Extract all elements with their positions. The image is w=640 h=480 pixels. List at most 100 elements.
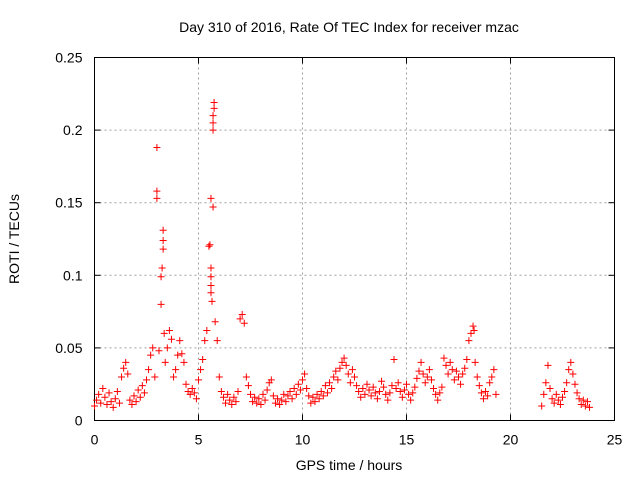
- data-point: [278, 396, 286, 404]
- data-point: [232, 398, 240, 406]
- data-point: [579, 396, 587, 404]
- data-point: [467, 329, 475, 337]
- data-point: [359, 385, 367, 393]
- data-point: [228, 401, 236, 409]
- data-point: [419, 370, 427, 378]
- data-point: [459, 370, 467, 378]
- y-tick-label: 0.2: [63, 122, 83, 138]
- data-point: [305, 392, 313, 400]
- data-point: [147, 351, 155, 359]
- data-point: [398, 393, 406, 401]
- data-point: [432, 390, 440, 398]
- y-tick-label: 0.05: [55, 340, 82, 356]
- data-point: [357, 393, 365, 401]
- data-point: [103, 401, 111, 409]
- data-point: [334, 376, 342, 384]
- data-point: [145, 366, 153, 374]
- data-point: [363, 380, 371, 388]
- data-point: [470, 326, 478, 334]
- data-point: [101, 393, 109, 401]
- data-point: [552, 390, 560, 398]
- data-point: [384, 396, 392, 404]
- data-point: [346, 379, 354, 387]
- data-point: [569, 370, 577, 378]
- data-point: [390, 356, 398, 364]
- data-point: [159, 245, 167, 253]
- data-point: [326, 379, 334, 387]
- data-point: [484, 392, 492, 400]
- data-point: [392, 385, 400, 393]
- data-point: [207, 289, 215, 297]
- data-point: [355, 387, 363, 395]
- data-point: [192, 395, 200, 403]
- data-point: [151, 373, 159, 381]
- data-point: [115, 399, 123, 407]
- data-point: [91, 402, 98, 410]
- data-point: [492, 390, 500, 398]
- data-point: [469, 322, 477, 330]
- data-point: [138, 382, 146, 390]
- data-point: [240, 319, 248, 327]
- data-point: [365, 386, 373, 394]
- data-point: [538, 402, 546, 410]
- y-tick-label: 0.25: [55, 50, 82, 66]
- data-point: [111, 395, 119, 403]
- x-tick-label: 15: [399, 432, 415, 448]
- data-point: [477, 389, 485, 397]
- data-point: [563, 379, 571, 387]
- data-point: [338, 358, 346, 366]
- data-point: [259, 390, 267, 398]
- data-point: [118, 373, 126, 381]
- data-point: [201, 337, 209, 345]
- data-point: [253, 399, 261, 407]
- data-point: [209, 119, 217, 127]
- data-point: [409, 389, 417, 397]
- data-point: [209, 203, 217, 211]
- data-point: [473, 373, 481, 381]
- data-point: [213, 337, 221, 345]
- data-point: [375, 387, 383, 395]
- data-point: [209, 112, 217, 120]
- data-point: [207, 194, 215, 202]
- data-point: [542, 379, 550, 387]
- data-point: [336, 364, 344, 372]
- data-point: [294, 380, 302, 388]
- data-point: [559, 393, 566, 401]
- data-point: [219, 393, 227, 401]
- data-point: [180, 358, 188, 366]
- data-point: [284, 392, 292, 400]
- data-point: [554, 396, 562, 404]
- data-point: [386, 389, 394, 397]
- data-point: [556, 401, 564, 409]
- data-point: [159, 236, 167, 244]
- data-point: [382, 390, 390, 398]
- data-point: [143, 376, 150, 384]
- data-point: [290, 385, 298, 393]
- x-tick-label: 20: [503, 432, 519, 448]
- data-point: [400, 386, 408, 394]
- data-point: [215, 373, 223, 381]
- data-point: [160, 329, 168, 337]
- data-point: [581, 402, 589, 410]
- data-point: [571, 380, 579, 388]
- data-point: [172, 366, 180, 374]
- data-point: [224, 390, 232, 398]
- data-point: [307, 399, 315, 407]
- data-point: [209, 126, 217, 134]
- data-point: [269, 392, 277, 400]
- data-marks: [91, 99, 594, 411]
- data-point: [226, 396, 234, 404]
- data-point: [561, 387, 569, 395]
- data-point: [163, 344, 171, 352]
- data-point: [190, 389, 198, 397]
- data-point: [165, 326, 173, 334]
- data-point: [276, 401, 284, 409]
- data-point: [317, 387, 325, 395]
- data-point: [309, 393, 317, 401]
- data-point: [203, 326, 211, 334]
- data-point: [158, 264, 166, 272]
- data-point: [430, 385, 438, 393]
- data-point: [95, 390, 103, 398]
- data-point: [463, 356, 471, 364]
- data-point: [544, 361, 552, 369]
